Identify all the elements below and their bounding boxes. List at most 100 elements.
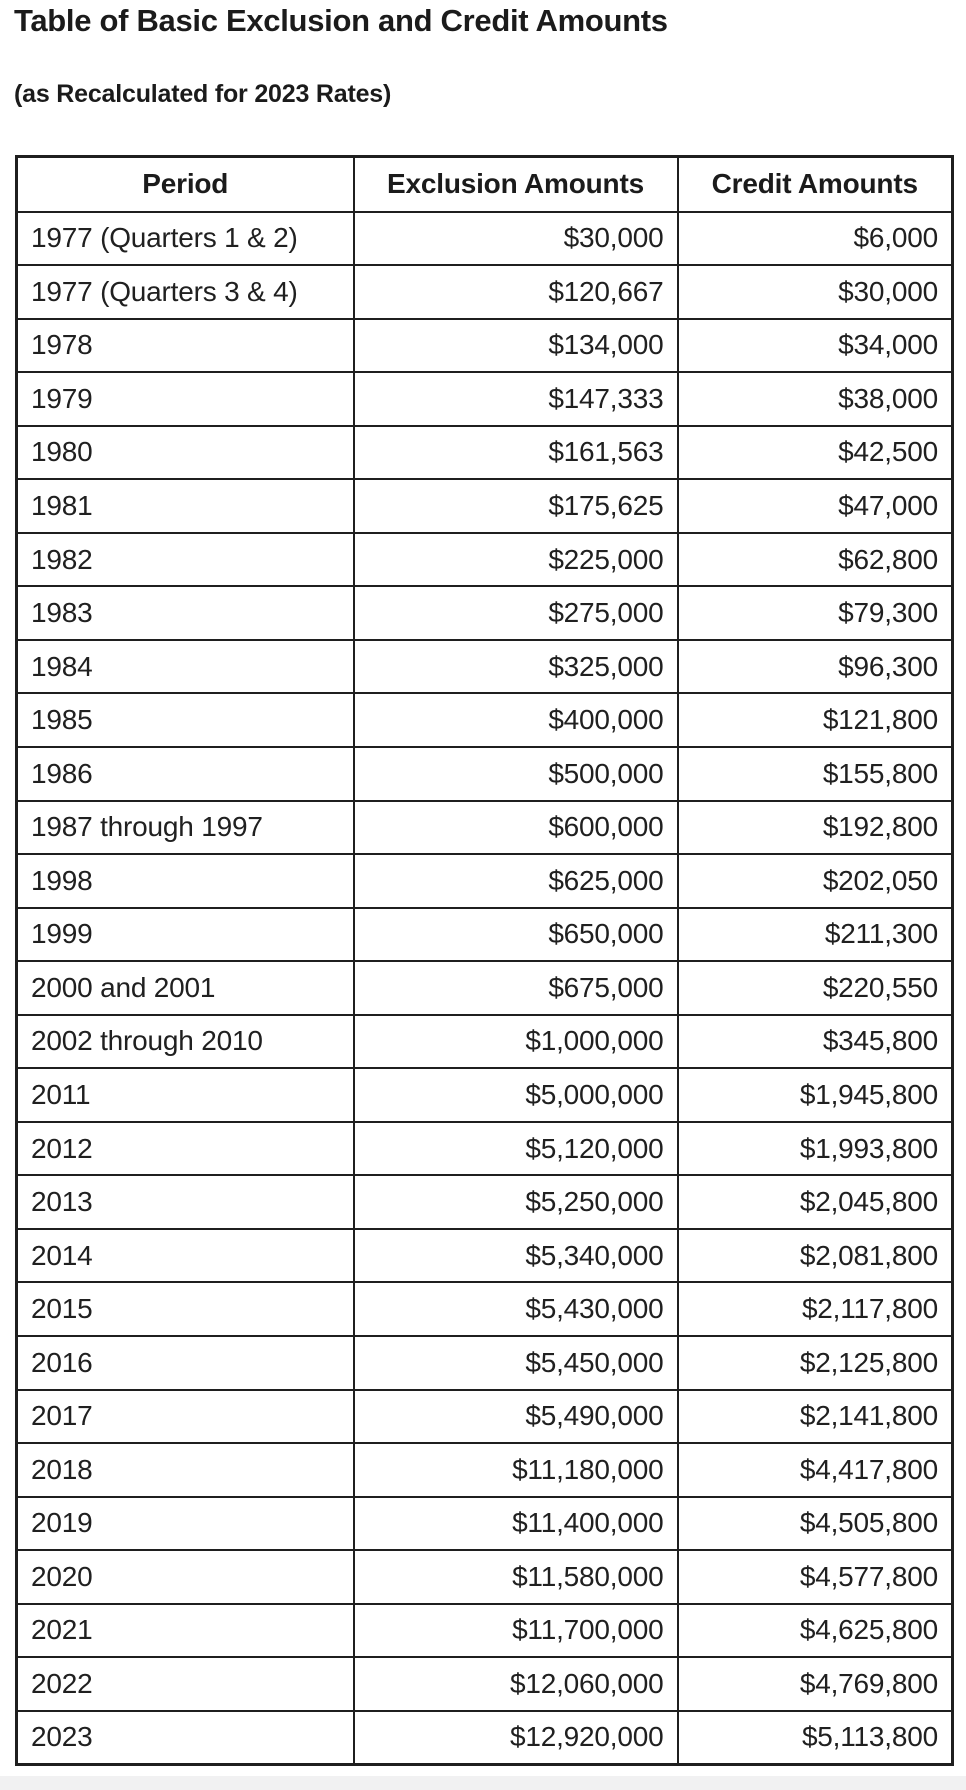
credit-amount-cell: $155,800 (676, 745, 954, 802)
period-cell: 2021 (15, 1602, 355, 1659)
table-row: 2023 $12,920,000 $5,113,800 (15, 1709, 954, 1766)
credit-amount-cell: $1,945,800 (676, 1067, 954, 1123)
exclusion-amount-cell: $11,180,000 (352, 1442, 679, 1498)
column-header-exclusion-amounts: Exclusion Amounts (352, 155, 679, 213)
exclusion-amount-cell: $5,250,000 (352, 1174, 679, 1230)
exclusion-amount-cell: $5,490,000 (352, 1388, 679, 1445)
credit-amount-cell: $345,800 (676, 1013, 954, 1070)
exclusion-amount-cell: $5,430,000 (352, 1281, 679, 1337)
exclusion-amount-cell: $600,000 (352, 799, 679, 856)
credit-amount-cell: $121,800 (676, 692, 954, 748)
table-row: 2021 $11,700,000 $4,625,800 (15, 1602, 954, 1659)
header-row: Period Exclusion Amounts Credit Amounts (15, 155, 954, 213)
credit-amount-cell: $96,300 (676, 638, 954, 695)
credit-amount-cell: $79,300 (676, 585, 954, 641)
period-cell: 1981 (15, 478, 355, 534)
period-cell: 2002 through 2010 (15, 1013, 355, 1070)
period-cell: 1983 (15, 585, 355, 641)
credit-amount-cell: $4,417,800 (676, 1442, 954, 1498)
exclusion-amount-cell: $5,120,000 (352, 1120, 679, 1177)
exclusion-amount-cell: $5,340,000 (352, 1227, 679, 1284)
credit-amount-cell: $2,141,800 (676, 1388, 954, 1445)
period-cell: 1980 (15, 424, 355, 481)
period-cell: 2011 (15, 1067, 355, 1123)
exclusion-amount-cell: $625,000 (352, 853, 679, 909)
table-row: 2018 $11,180,000 $4,417,800 (15, 1442, 954, 1498)
period-cell: 2014 (15, 1227, 355, 1284)
exclusion-amount-cell: $12,060,000 (352, 1656, 679, 1712)
exclusion-credit-table: Period Exclusion Amounts Credit Amounts … (15, 155, 954, 1766)
period-cell: 2016 (15, 1334, 355, 1391)
credit-amount-cell: $47,000 (676, 478, 954, 534)
credit-amount-cell: $2,045,800 (676, 1174, 954, 1230)
credit-amount-cell: $5,113,800 (676, 1709, 954, 1766)
table-row: 1999 $650,000 $211,300 (15, 906, 954, 963)
table-row: 2012 $5,120,000 $1,993,800 (15, 1120, 954, 1177)
period-cell: 2012 (15, 1120, 355, 1177)
period-cell: 2013 (15, 1174, 355, 1230)
period-cell: 2015 (15, 1281, 355, 1337)
credit-amount-cell: $34,000 (676, 317, 954, 374)
exclusion-amount-cell: $134,000 (352, 317, 679, 374)
exclusion-amount-cell: $5,000,000 (352, 1067, 679, 1123)
table-row: 1985 $400,000 $121,800 (15, 692, 954, 748)
exclusion-amount-cell: $175,625 (352, 478, 679, 534)
exclusion-amount-cell: $650,000 (352, 906, 679, 963)
credit-amount-cell: $211,300 (676, 906, 954, 963)
exclusion-amount-cell: $147,333 (352, 371, 679, 427)
period-cell: 2000 and 2001 (15, 960, 355, 1016)
credit-amount-cell: $192,800 (676, 799, 954, 856)
credit-amount-cell: $2,081,800 (676, 1227, 954, 1284)
viewport-bottom-strip (0, 1776, 966, 1790)
period-cell: 1987 through 1997 (15, 799, 355, 856)
table-row: 2019 $11,400,000 $4,505,800 (15, 1495, 954, 1552)
table-row: 2002 through 2010 $1,000,000 $345,800 (15, 1013, 954, 1070)
table-row: 1978 $134,000 $34,000 (15, 317, 954, 374)
table-row: 2014 $5,340,000 $2,081,800 (15, 1227, 954, 1284)
exclusion-amount-cell: $675,000 (352, 960, 679, 1016)
period-cell: 2020 (15, 1549, 355, 1605)
table-row: 2017 $5,490,000 $2,141,800 (15, 1388, 954, 1445)
table-row: 2015 $5,430,000 $2,117,800 (15, 1281, 954, 1337)
credit-amount-cell: $4,505,800 (676, 1495, 954, 1552)
exclusion-amount-cell: $400,000 (352, 692, 679, 748)
period-cell: 1982 (15, 531, 355, 588)
exclusion-amount-cell: $11,700,000 (352, 1602, 679, 1659)
credit-amount-cell: $202,050 (676, 853, 954, 909)
exclusion-amount-cell: $225,000 (352, 531, 679, 588)
period-cell: 1985 (15, 692, 355, 748)
exclusion-amount-cell: $120,667 (352, 264, 679, 320)
period-cell: 1998 (15, 853, 355, 909)
credit-amount-cell: $4,769,800 (676, 1656, 954, 1712)
period-cell: 2018 (15, 1442, 355, 1498)
exclusion-amount-cell: $275,000 (352, 585, 679, 641)
period-cell: 1977 (Quarters 1 & 2) (15, 210, 355, 267)
exclusion-amount-cell: $5,450,000 (352, 1334, 679, 1391)
credit-amount-cell: $220,550 (676, 960, 954, 1016)
period-cell: 2023 (15, 1709, 355, 1766)
table-row: 1979 $147,333 $38,000 (15, 371, 954, 427)
period-cell: 1979 (15, 371, 355, 427)
credit-amount-cell: $6,000 (676, 210, 954, 267)
table-row: 2013 $5,250,000 $2,045,800 (15, 1174, 954, 1230)
table-row: 2020 $11,580,000 $4,577,800 (15, 1549, 954, 1605)
exclusion-amount-cell: $12,920,000 (352, 1709, 679, 1766)
table-row: 1981 $175,625 $47,000 (15, 478, 954, 534)
period-cell: 1978 (15, 317, 355, 374)
credit-amount-cell: $30,000 (676, 264, 954, 320)
page-subtitle: (as Recalculated for 2023 Rates) (14, 80, 392, 108)
table-row: 1983 $275,000 $79,300 (15, 585, 954, 641)
table-row: 2011 $5,000,000 $1,945,800 (15, 1067, 954, 1123)
credit-amount-cell: $42,500 (676, 424, 954, 481)
table-row: 1977 (Quarters 3 & 4) $120,667 $30,000 (15, 264, 954, 320)
table-row: 1986 $500,000 $155,800 (15, 745, 954, 802)
table-row: 1977 (Quarters 1 & 2) $30,000 $6,000 (15, 210, 954, 267)
table-row: 2022 $12,060,000 $4,769,800 (15, 1656, 954, 1712)
period-cell: 1999 (15, 906, 355, 963)
credit-amount-cell: $2,117,800 (676, 1281, 954, 1337)
column-header-period: Period (15, 155, 355, 213)
column-header-credit-amounts: Credit Amounts (676, 155, 954, 213)
table-row: 1987 through 1997 $600,000 $192,800 (15, 799, 954, 856)
table-row: 1998 $625,000 $202,050 (15, 853, 954, 909)
period-cell: 1977 (Quarters 3 & 4) (15, 264, 355, 320)
